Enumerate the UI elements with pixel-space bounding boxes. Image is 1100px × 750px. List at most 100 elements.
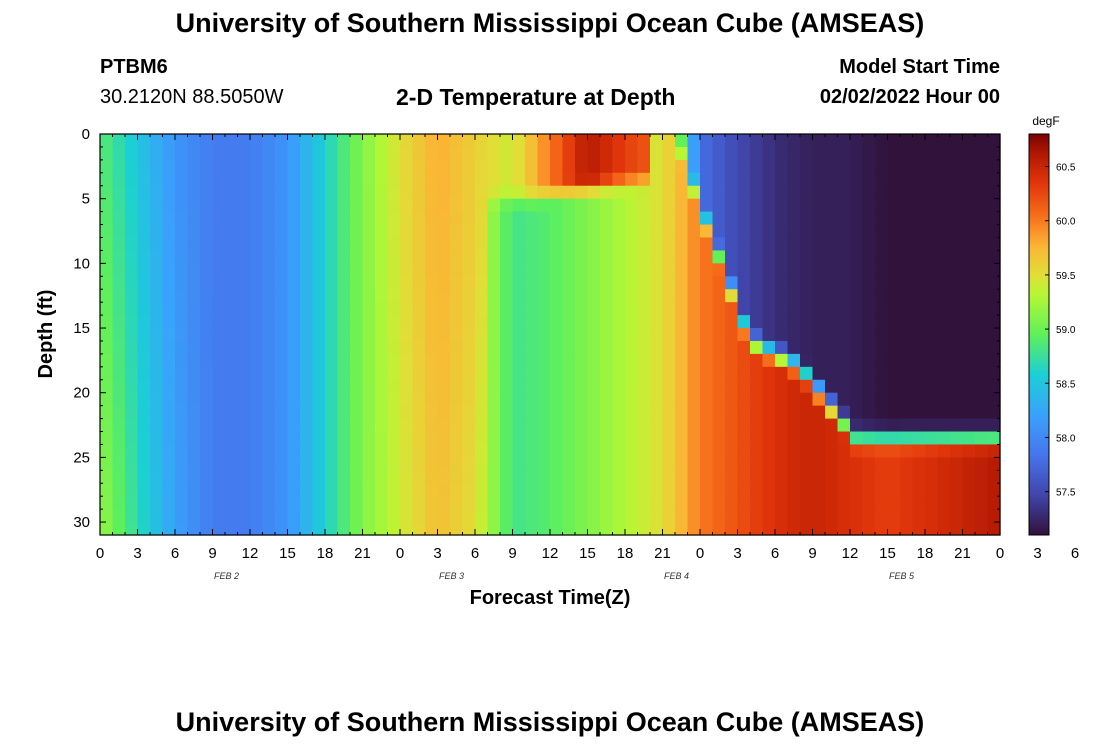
heatmap-cell bbox=[725, 328, 739, 342]
heatmap-cell bbox=[825, 315, 839, 329]
heatmap-cell bbox=[262, 340, 276, 355]
heatmap-cell bbox=[637, 263, 651, 277]
heatmap-cell bbox=[950, 211, 964, 226]
heatmap-cell bbox=[762, 392, 776, 407]
heatmap-cell bbox=[225, 483, 239, 497]
heatmap-cell bbox=[112, 431, 126, 446]
heatmap-cell bbox=[387, 250, 401, 264]
heatmap-cell bbox=[587, 418, 601, 433]
heatmap-cell bbox=[612, 237, 626, 252]
heatmap-cell bbox=[650, 198, 664, 213]
heatmap-cell bbox=[962, 405, 976, 420]
heatmap-cell bbox=[800, 496, 814, 510]
heatmap-cell bbox=[925, 483, 939, 497]
heatmap-cell bbox=[225, 185, 239, 200]
heatmap-cell bbox=[412, 146, 426, 161]
heatmap-cell bbox=[925, 224, 939, 239]
heatmap-cell bbox=[662, 418, 676, 433]
heatmap-cell bbox=[125, 328, 139, 342]
heatmap-cell bbox=[237, 431, 251, 446]
heatmap-cell bbox=[187, 522, 201, 536]
heatmap-cell bbox=[275, 418, 289, 433]
heatmap-cell bbox=[712, 289, 726, 303]
heatmap-cell bbox=[775, 159, 789, 174]
heatmap-cell bbox=[650, 418, 664, 433]
heatmap-cell bbox=[737, 302, 751, 316]
heatmap-cell bbox=[925, 159, 939, 174]
heatmap-cell bbox=[100, 172, 114, 187]
heatmap-cell bbox=[225, 431, 239, 446]
heatmap-cell bbox=[562, 146, 576, 161]
heatmap-cell bbox=[600, 340, 614, 355]
heatmap-cell bbox=[250, 457, 264, 471]
heatmap-cell bbox=[812, 198, 826, 213]
heatmap-cell bbox=[725, 315, 739, 329]
heatmap-cell bbox=[837, 379, 851, 394]
heatmap-cell bbox=[937, 211, 951, 226]
x-tick-label: 6 bbox=[771, 545, 779, 562]
heatmap-cell bbox=[700, 340, 714, 355]
x-tick-label: 15 bbox=[279, 545, 296, 562]
heatmap-cell bbox=[237, 237, 251, 252]
heatmap-cell bbox=[975, 224, 989, 239]
x-tick-label: 3 bbox=[1033, 545, 1041, 562]
heatmap-cell bbox=[650, 483, 664, 497]
heatmap-cell bbox=[412, 431, 426, 446]
heatmap-cell bbox=[762, 328, 776, 342]
heatmap-cell bbox=[212, 328, 226, 342]
heatmap-cell bbox=[925, 405, 939, 420]
heatmap-cell bbox=[675, 289, 689, 303]
heatmap-cell bbox=[962, 224, 976, 239]
heatmap-cell bbox=[387, 405, 401, 420]
heatmap-cell bbox=[387, 198, 401, 213]
heatmap-cell bbox=[537, 496, 551, 510]
heatmap-cell bbox=[412, 185, 426, 200]
heatmap-cell bbox=[800, 224, 814, 239]
heatmap-cell bbox=[712, 509, 726, 523]
heatmap-cell bbox=[762, 211, 776, 226]
heatmap-cell bbox=[175, 198, 189, 213]
heatmap-cell bbox=[437, 392, 451, 407]
heatmap-cell bbox=[587, 366, 601, 381]
heatmap-cell bbox=[862, 431, 876, 446]
heatmap-cell bbox=[125, 134, 139, 148]
heatmap-cell bbox=[175, 237, 189, 252]
heatmap-cell bbox=[212, 211, 226, 226]
heatmap-cell bbox=[875, 263, 889, 277]
heatmap-cell bbox=[975, 431, 989, 446]
heatmap-cell bbox=[162, 134, 176, 148]
heatmap-cell bbox=[900, 237, 914, 252]
heatmap-cell bbox=[737, 353, 751, 368]
heatmap-cell bbox=[625, 134, 639, 148]
heatmap-cell bbox=[925, 185, 939, 200]
heatmap-cell bbox=[700, 211, 714, 226]
heatmap-cell bbox=[200, 224, 214, 239]
heatmap-cell bbox=[825, 366, 839, 381]
heatmap-cell bbox=[287, 340, 301, 355]
heatmap-cell bbox=[687, 366, 701, 381]
heatmap-cell bbox=[300, 185, 314, 200]
heatmap-cell bbox=[750, 353, 764, 368]
heatmap-cell bbox=[887, 366, 901, 381]
heatmap-cell bbox=[500, 509, 514, 523]
heatmap-cell bbox=[462, 263, 476, 277]
heatmap-cell bbox=[812, 405, 826, 420]
heatmap-cell bbox=[137, 134, 151, 148]
x-tick-label: 9 bbox=[208, 545, 216, 562]
heatmap-cell bbox=[575, 457, 589, 471]
heatmap-cell bbox=[212, 405, 226, 420]
heatmap-cell bbox=[887, 224, 901, 239]
heatmap-cell bbox=[450, 250, 464, 264]
heatmap-cell bbox=[537, 263, 551, 277]
heatmap-cell bbox=[662, 250, 676, 264]
heatmap-cell bbox=[562, 496, 576, 510]
heatmap-cell bbox=[100, 470, 114, 484]
heatmap-cell bbox=[787, 302, 801, 316]
heatmap-cell bbox=[912, 444, 926, 458]
heatmap-cell bbox=[312, 134, 326, 148]
heatmap-cell bbox=[975, 211, 989, 226]
heatmap-cell bbox=[662, 211, 676, 226]
heatmap-cell bbox=[275, 483, 289, 497]
heatmap-cell bbox=[650, 509, 664, 523]
heatmap-cell bbox=[737, 522, 751, 536]
